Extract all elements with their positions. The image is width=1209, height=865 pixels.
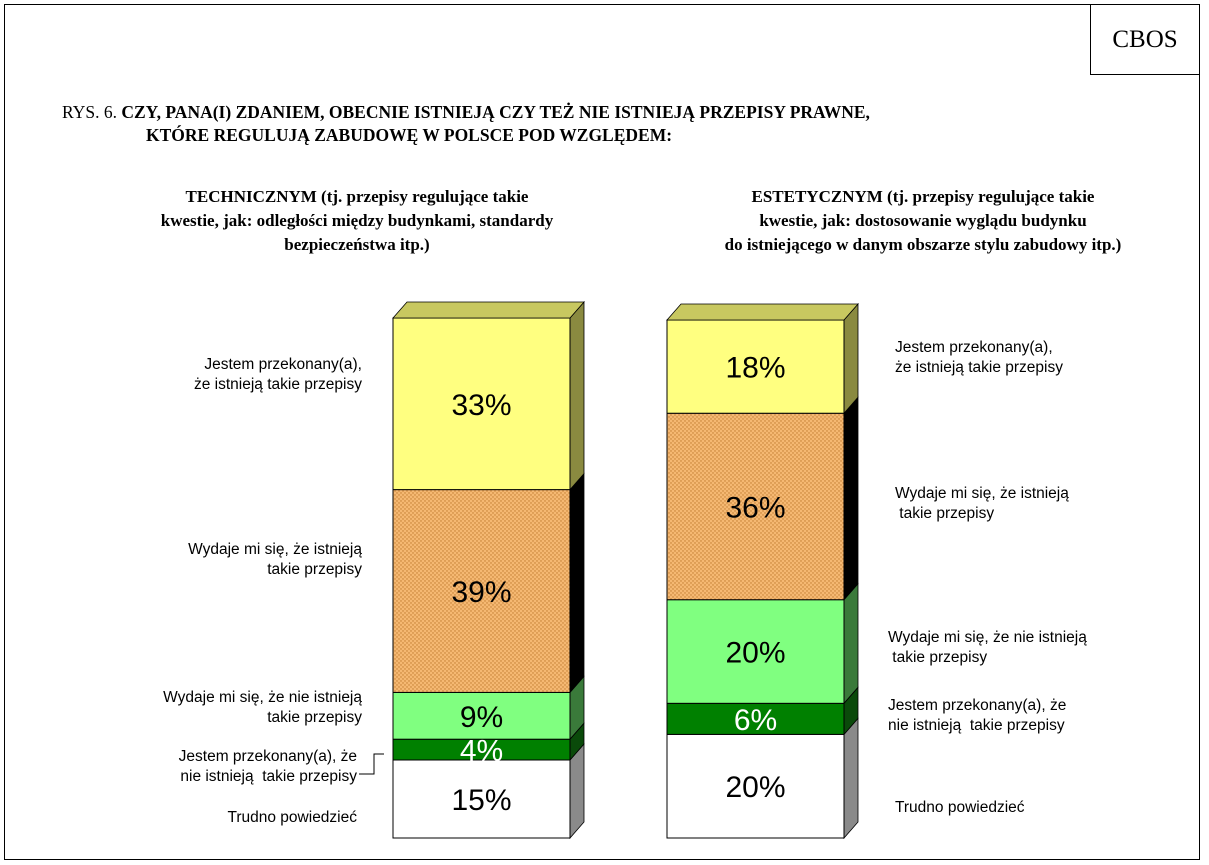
label-left-wydaje-tak: Wydaje mi się, że istnieją takie przepis…: [188, 541, 362, 578]
label-right-trudno: Trudno powiedzieć: [895, 799, 1025, 816]
bar-segment: [666, 599, 845, 704]
bar-value-label: 36%: [725, 491, 785, 524]
bar-value-label: 39%: [451, 576, 511, 609]
label-right-jestem-tak: Jestem przekonany(a), że istnieją takie …: [895, 339, 1063, 376]
question-line1: CZY, PANA(I) ZDANIEM, OBECNIE ISTNIEJĄ C…: [121, 102, 870, 122]
bar-value-label: 15%: [451, 784, 511, 817]
bar-side-face: [843, 302, 859, 415]
bar-side-face: [569, 300, 585, 491]
label-left-trudno: Trudno powiedzieć: [227, 809, 357, 826]
panel-title-aesthetic: ESTETYCZNYM (tj. przepisy regulujące tak…: [628, 185, 1209, 257]
bar-value-label: 4%: [460, 735, 503, 768]
source-label: CBOS: [1090, 4, 1200, 75]
bar-segment: [392, 317, 571, 491]
figure-frame: [4, 4, 1200, 860]
bar-value-label: 18%: [725, 352, 785, 385]
label-right-wydaje-nie: Wydaje mi się, że nie istnieją takie prz…: [888, 629, 1087, 666]
leader-line: [359, 753, 384, 775]
label-left-jestem-tak: Jestem przekonany(a), że istnieją takie …: [194, 356, 362, 393]
bar-value-label: 20%: [725, 771, 785, 804]
label-right-wydaje-tak: Wydaje mi się, że istnieją takie przepis…: [895, 485, 1069, 522]
figure-number: RYS. 6.: [62, 102, 117, 122]
bar-side-face: [843, 717, 859, 840]
figure-title-line1: RYS. 6. CZY, PANA(I) ZDANIEM, OBECNIE IS…: [62, 101, 1172, 124]
figure-title: RYS. 6. CZY, PANA(I) ZDANIEM, OBECNIE IS…: [62, 101, 1172, 147]
bar-value-label: 33%: [451, 389, 511, 422]
bar-side-face: [569, 472, 585, 694]
panel-title-line: kwestie, jak: odległości między budynkam…: [160, 211, 554, 230]
stacked-bar-1: 20% 6% 20% 36% 18%: [666, 302, 859, 840]
panel-title-line: ESTETYCZNYM (tj. przepisy regulujące tak…: [751, 187, 1095, 206]
bar-segment: [392, 489, 571, 693]
bar-side-face: [843, 582, 859, 705]
panel-title-line: bezpieczeństwa itp.): [284, 235, 430, 254]
bar-value-label: 20%: [725, 637, 785, 670]
bar-segment: [666, 733, 845, 839]
bar-value-label: 9%: [460, 701, 503, 734]
bar-segment: [392, 759, 571, 839]
bar-top-face: [666, 303, 859, 321]
panel-title-technical: TECHNICZNYM (tj. przepisy regulujące tak…: [62, 185, 652, 257]
panel-title-line: do istniejącego w danym obszarze stylu z…: [724, 235, 1122, 254]
bar-top-face: [392, 301, 585, 319]
panel-title-line: TECHNICZNYM (tj. przepisy regulujące tak…: [185, 187, 529, 206]
bar-side-face: [843, 396, 859, 601]
bar-segment: [666, 319, 845, 414]
stacked-bar-0: 15% 4%9% 39% 33%: [392, 300, 585, 840]
label-left-wydaje-nie: Wydaje mi się, że nie istnieją takie prz…: [163, 689, 362, 726]
bar-segment: [666, 412, 845, 601]
label-right-jestem-nie: Jestem przekonany(a), że nie istnieją ta…: [888, 697, 1067, 734]
bar-segment: [666, 702, 845, 735]
question-line2: KTÓRE REGULUJĄ ZABUDOWĘ W POLSCE POD WZG…: [146, 125, 673, 145]
bar-value-label: 6%: [734, 704, 777, 737]
label-left-jestem-nie: Jestem przekonany(a), że nie istnieją ta…: [178, 748, 357, 785]
bar-segment: [392, 691, 571, 740]
panel-title-line: kwestie, jak: dostosowanie wyglądu budyn…: [759, 211, 1087, 230]
